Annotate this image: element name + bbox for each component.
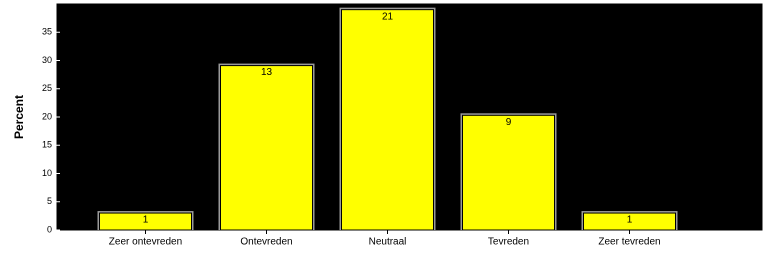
x-tick-label: Zeer ontevreden	[109, 237, 182, 248]
bar-label: 1	[143, 215, 149, 226]
y-tick-label: 5	[47, 196, 52, 206]
x-tick-label: Neutraal	[369, 237, 407, 248]
y-tick-label: 25	[42, 83, 52, 93]
bar-label: 13	[261, 67, 273, 78]
y-tick-label: 10	[42, 168, 52, 178]
y-tick-label: 35	[42, 27, 52, 37]
y-axis-label: Percent	[12, 95, 26, 139]
y-tick-label: 0	[47, 224, 52, 234]
bar	[462, 114, 555, 231]
bar	[341, 9, 434, 231]
y-tick-label: 15	[42, 140, 52, 150]
x-tick-label: Tevreden	[488, 237, 529, 248]
bar	[220, 65, 313, 231]
bar	[583, 212, 676, 231]
bar-label: 21	[382, 11, 394, 22]
bar	[99, 212, 192, 231]
y-tick-label: 20	[42, 111, 52, 121]
x-tick-label: Ontevreden	[240, 237, 292, 248]
x-tick-label: Zeer tevreden	[598, 237, 660, 248]
bar-label: 1	[627, 215, 633, 226]
bar-label: 9	[506, 117, 512, 128]
y-tick-label: 30	[42, 55, 52, 65]
